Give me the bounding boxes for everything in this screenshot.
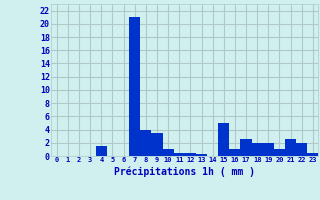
Bar bbox=[174, 153, 185, 156]
Bar bbox=[218, 123, 229, 156]
Bar bbox=[274, 149, 285, 156]
Bar bbox=[285, 139, 296, 156]
Bar bbox=[296, 143, 307, 156]
Bar bbox=[151, 133, 163, 156]
Bar bbox=[185, 153, 196, 156]
Bar bbox=[263, 143, 274, 156]
Bar bbox=[229, 149, 240, 156]
Bar bbox=[163, 149, 174, 156]
X-axis label: Précipitations 1h ( mm ): Précipitations 1h ( mm ) bbox=[114, 166, 255, 177]
Bar bbox=[307, 153, 318, 156]
Bar bbox=[96, 146, 107, 156]
Bar bbox=[196, 154, 207, 156]
Bar bbox=[129, 17, 140, 156]
Bar bbox=[240, 139, 252, 156]
Bar bbox=[140, 130, 151, 156]
Bar bbox=[252, 143, 263, 156]
